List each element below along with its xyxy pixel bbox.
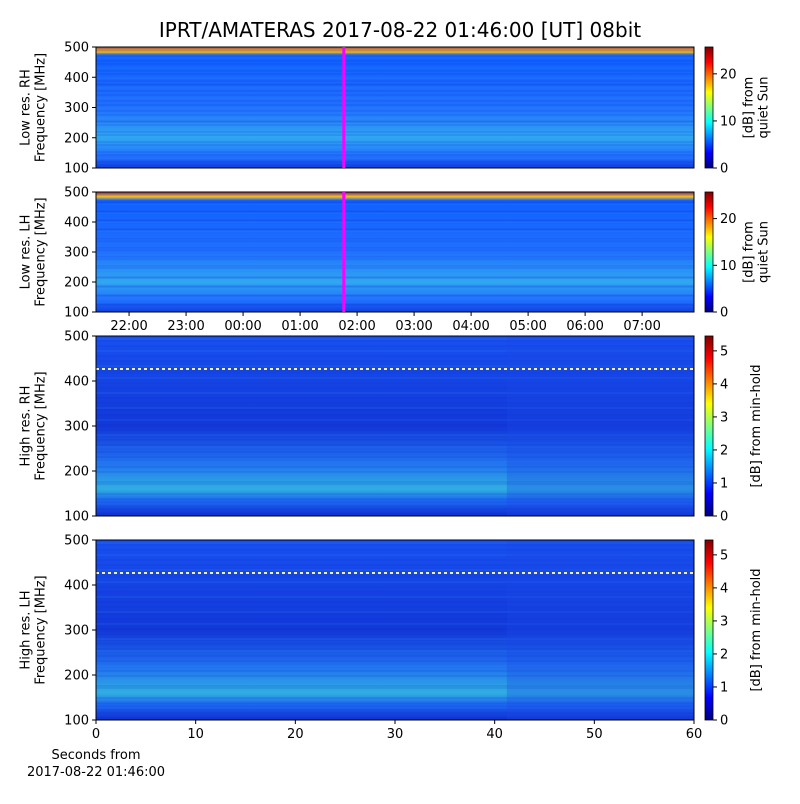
y-tick-label: 200 (64, 465, 89, 480)
colorbar-tick-label: 0 (720, 162, 728, 177)
colorbar (704, 191, 714, 313)
x-tick-label: 10 (187, 727, 204, 742)
y-axis-label: Low res. RH (19, 69, 34, 146)
y-tick-label: 400 (64, 71, 89, 86)
colorbar-label: [dB] from min-hold (749, 568, 764, 691)
colorbar (704, 46, 714, 169)
y-tick-label: 200 (64, 131, 89, 146)
x-tick-label: 60 (686, 727, 703, 742)
x-axis-label: Seconds from (51, 748, 140, 763)
y-axis-label: Low res. LH (19, 215, 34, 290)
y-axis-label: High res. LH (19, 590, 34, 669)
colorbar-label: [dB] from (742, 221, 757, 283)
figure-title: IPRT/AMATERAS 2017-08-22 01:46:00 [UT] 0… (159, 18, 641, 42)
y-axis-label: Frequency [MHz] (34, 575, 49, 684)
y-axis-label: Frequency [MHz] (34, 53, 49, 162)
y-tick-label: 500 (64, 534, 89, 549)
x-tick-label: 07:00 (623, 319, 660, 334)
x-tick-label: 00:00 (224, 319, 261, 334)
y-tick-label: 100 (64, 714, 89, 729)
image-segment (506, 336, 694, 516)
x-tick-label: 02:00 (338, 319, 375, 334)
colorbar-tick-label: 20 (720, 67, 737, 82)
x-tick-label: 04:00 (452, 319, 489, 334)
x-axis-label: 2017-08-22 01:46:00 (27, 765, 165, 780)
colorbar-tick-label: 0 (720, 510, 728, 525)
colorbar-tick-label: 5 (720, 344, 728, 359)
x-tick-label: 05:00 (509, 319, 546, 334)
x-tick-label: 30 (387, 727, 404, 742)
y-axis-label: Frequency [MHz] (34, 197, 49, 306)
y-tick-label: 100 (64, 306, 89, 321)
colorbar-tick-label: 10 (720, 114, 737, 129)
y-tick-label: 300 (64, 420, 89, 435)
colorbar-tick-label: 10 (720, 259, 737, 274)
colorbar-tick-label: 1 (720, 680, 728, 695)
y-tick-label: 500 (64, 330, 89, 345)
x-tick-label: 01:00 (281, 319, 318, 334)
colorbar-tick-label: 0 (720, 306, 728, 321)
y-tick-label: 300 (64, 246, 89, 261)
y-tick-label: 400 (64, 375, 89, 390)
y-tick-label: 500 (64, 186, 89, 201)
y-axis-label: High res. RH (19, 386, 34, 467)
y-tick-label: 400 (64, 216, 89, 231)
colorbar-tick-label: 1 (720, 476, 728, 491)
y-tick-label: 100 (64, 510, 89, 525)
x-tick-label: 40 (486, 727, 503, 742)
colorbar-tick-label: 2 (720, 647, 728, 662)
colorbar-tick-label: 4 (720, 377, 728, 392)
y-axis-label: Frequency [MHz] (34, 371, 49, 480)
x-tick-label: 03:00 (395, 319, 432, 334)
x-tick-label: 23:00 (167, 319, 204, 334)
y-tick-label: 200 (64, 276, 89, 291)
colorbar-tick-label: 3 (720, 614, 728, 629)
image-segment (506, 540, 694, 720)
y-tick-label: 200 (64, 669, 89, 684)
x-tick-label: 0 (92, 727, 100, 742)
x-tick-label: 06:00 (566, 319, 603, 334)
colorbar-label: [dB] from min-hold (749, 364, 764, 487)
y-tick-label: 300 (64, 624, 89, 639)
colorbar-label: quiet Sun (757, 76, 772, 138)
colorbar (704, 335, 714, 517)
colorbar-label: quiet Sun (757, 221, 772, 283)
spectrogram-image (96, 47, 694, 168)
colorbar-tick-label: 5 (720, 548, 728, 563)
y-tick-label: 100 (64, 162, 89, 177)
colorbar (704, 539, 714, 721)
colorbar-tick-label: 0 (720, 714, 728, 729)
colorbar-tick-label: 4 (720, 581, 728, 596)
colorbar-tick-label: 2 (720, 443, 728, 458)
colorbar-label: [dB] from (742, 77, 757, 139)
y-tick-label: 300 (64, 101, 89, 116)
y-tick-label: 400 (64, 579, 89, 594)
x-tick-label: 20 (287, 727, 304, 742)
colorbar-tick-label: 20 (720, 212, 737, 227)
x-tick-label: 50 (586, 727, 603, 742)
colorbar-tick-label: 3 (720, 410, 728, 425)
x-tick-label: 22:00 (110, 319, 147, 334)
y-tick-label: 500 (64, 41, 89, 56)
